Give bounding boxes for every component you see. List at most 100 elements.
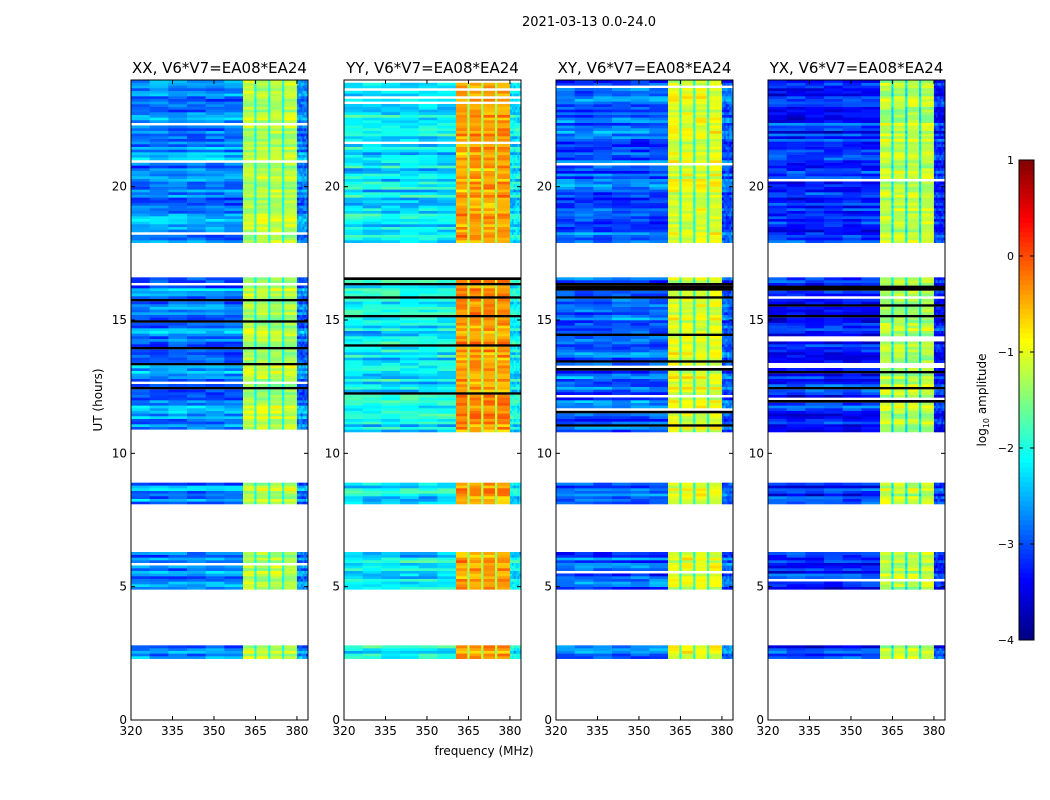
heatmap-cell bbox=[300, 306, 303, 310]
heatmap-cell bbox=[469, 402, 482, 406]
heatmap-cell bbox=[513, 136, 516, 139]
heatmap-cell bbox=[187, 184, 206, 187]
heatmap-cell bbox=[362, 120, 382, 123]
heatmap-cell bbox=[495, 189, 498, 193]
heatmap-cell bbox=[362, 304, 382, 307]
heatmap-cell bbox=[298, 202, 301, 206]
heatmap-cell bbox=[456, 338, 468, 342]
heatmap-cell bbox=[268, 485, 271, 489]
heatmap-cell bbox=[481, 501, 484, 505]
heatmap-cell bbox=[400, 493, 419, 497]
heatmap-cell bbox=[282, 413, 285, 417]
heatmap-cell bbox=[418, 381, 438, 385]
y-tick-label: 10 bbox=[112, 446, 127, 460]
heatmap-cell bbox=[469, 173, 482, 177]
heatmap-cell bbox=[306, 85, 309, 89]
heatmap-cell bbox=[400, 402, 419, 406]
heatmap-cell bbox=[509, 133, 513, 137]
heatmap-cell bbox=[517, 221, 520, 225]
heatmap-cell bbox=[243, 146, 255, 150]
heatmap-cell bbox=[256, 376, 269, 379]
heatmap-cell bbox=[497, 485, 511, 489]
heatmap-cell bbox=[437, 557, 457, 561]
heatmap-cell bbox=[243, 400, 255, 403]
heatmap-cell bbox=[304, 133, 307, 137]
heatmap-cell bbox=[362, 181, 382, 185]
heatmap-cell bbox=[254, 394, 257, 398]
heatmap-cell bbox=[224, 490, 244, 494]
heatmap-cell bbox=[456, 301, 468, 305]
heatmap-cell bbox=[495, 405, 498, 409]
heatmap-cell bbox=[495, 114, 498, 118]
heatmap-cell bbox=[270, 498, 283, 502]
heatmap-cell bbox=[511, 485, 514, 489]
heatmap-cell bbox=[270, 341, 283, 345]
heatmap-cell bbox=[509, 125, 513, 129]
heatmap-cell bbox=[270, 192, 283, 195]
heatmap-cell bbox=[256, 418, 269, 422]
heatmap-cell bbox=[418, 397, 438, 401]
heatmap-cell bbox=[302, 501, 305, 505]
heatmap-cell bbox=[519, 650, 522, 654]
heatmap-cell bbox=[517, 418, 520, 422]
heatmap-cell bbox=[362, 416, 382, 419]
heatmap-cell bbox=[284, 354, 298, 358]
heatmap-cell bbox=[418, 376, 438, 379]
heatmap-cell bbox=[268, 397, 271, 401]
heatmap-cell bbox=[306, 82, 309, 86]
heatmap-cell bbox=[149, 570, 169, 574]
heatmap-cell bbox=[268, 109, 271, 113]
heatmap-cell bbox=[481, 133, 484, 137]
heatmap-cell bbox=[344, 349, 363, 353]
heatmap-cell bbox=[254, 565, 257, 569]
heatmap-cell bbox=[497, 288, 511, 291]
heatmap-cell bbox=[344, 205, 363, 209]
heatmap-cell bbox=[256, 394, 269, 398]
heatmap-cell bbox=[205, 552, 225, 555]
heatmap-cell bbox=[205, 325, 225, 329]
heatmap-cell bbox=[187, 288, 206, 291]
heatmap-cell bbox=[481, 173, 484, 177]
heatmap-cell bbox=[270, 336, 283, 339]
heatmap-cell bbox=[509, 194, 513, 198]
heatmap-cell bbox=[344, 202, 363, 206]
heatmap-cell bbox=[298, 221, 301, 225]
heatmap-cell bbox=[284, 101, 298, 105]
heatmap-cell bbox=[456, 290, 468, 294]
heatmap-cell bbox=[362, 482, 382, 486]
heatmap-cell bbox=[282, 560, 285, 563]
heatmap-cell bbox=[483, 130, 496, 134]
heatmap-cell bbox=[469, 482, 482, 486]
heatmap-cell bbox=[187, 130, 206, 134]
heatmap-cell bbox=[268, 218, 271, 222]
heatmap-cell bbox=[268, 197, 271, 201]
heatmap-cell bbox=[296, 168, 300, 171]
heatmap-cell bbox=[270, 120, 283, 123]
heatmap-cell bbox=[304, 234, 307, 238]
heatmap-cell bbox=[497, 330, 511, 334]
heatmap-cell bbox=[497, 301, 511, 305]
heatmap-cell bbox=[268, 90, 271, 94]
heatmap-cell bbox=[509, 357, 513, 361]
heatmap-cell bbox=[306, 418, 309, 422]
heatmap-cell bbox=[205, 138, 225, 142]
heatmap-cell bbox=[302, 368, 305, 371]
heatmap-cell bbox=[168, 114, 188, 118]
heatmap-cell bbox=[304, 96, 307, 99]
heatmap-cell bbox=[511, 290, 514, 294]
heatmap-cell bbox=[495, 576, 498, 579]
heatmap-cell bbox=[254, 354, 257, 358]
heatmap-cell bbox=[497, 224, 511, 227]
heatmap-cell bbox=[513, 650, 516, 654]
heatmap-cell bbox=[469, 573, 482, 577]
heatmap-cell bbox=[517, 152, 520, 155]
heatmap-cell bbox=[509, 189, 513, 193]
heatmap-cell bbox=[483, 120, 496, 123]
heatmap-cell bbox=[517, 144, 520, 147]
heatmap-cell bbox=[400, 576, 419, 579]
heatmap-cell bbox=[300, 96, 303, 99]
heatmap-cell bbox=[284, 368, 298, 371]
heatmap-cell bbox=[511, 568, 514, 571]
heatmap-cell bbox=[296, 224, 300, 227]
heatmap-cell bbox=[282, 498, 285, 502]
